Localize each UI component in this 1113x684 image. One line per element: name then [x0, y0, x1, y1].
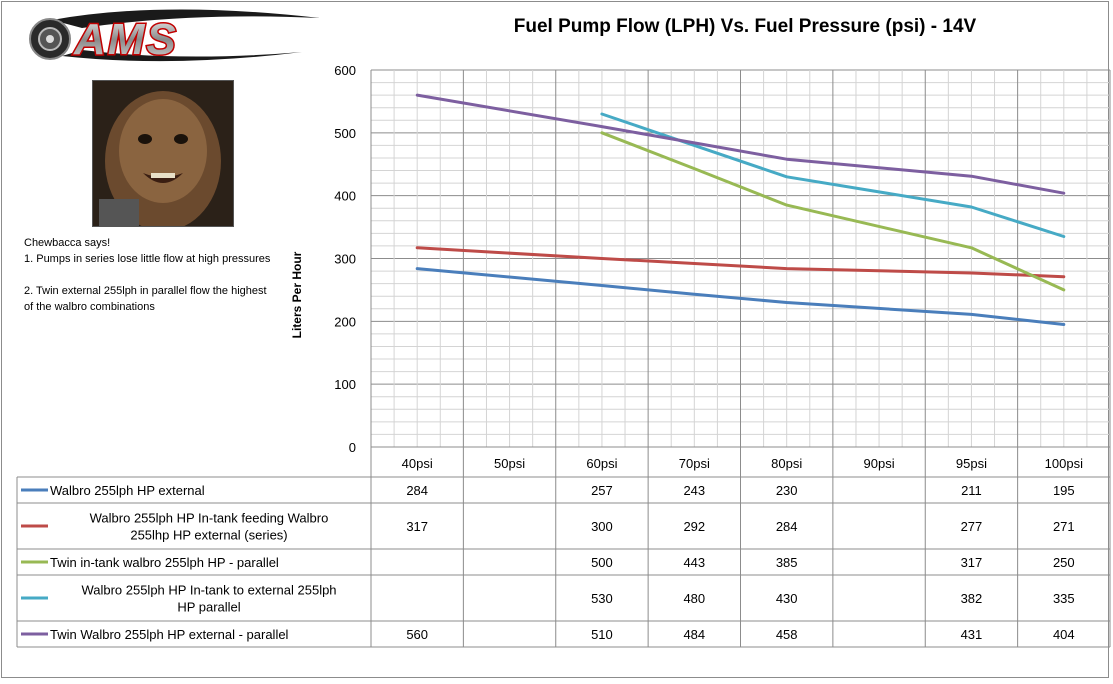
table-cell-value: 317 [406, 519, 428, 534]
x-tick-label: 100psi [1045, 456, 1083, 471]
legend-label: HP parallel [177, 600, 240, 615]
table-cell-value: 277 [961, 519, 983, 534]
table-cell-value: 292 [683, 519, 705, 534]
table-cell-value: 211 [961, 483, 982, 498]
note-line-1: 1. Pumps in series lose little flow at h… [24, 253, 271, 265]
ams-logo: AMS [29, 9, 320, 66]
y-tick-label: 300 [334, 252, 356, 267]
chewbacca-photo [92, 80, 234, 227]
note-line-2: 2. Twin external 255lph in parallel flow… [24, 285, 267, 313]
note-heading: Chewbacca says! [24, 237, 111, 249]
legend-label: Walbro 255lph HP In-tank to external 255… [81, 583, 336, 598]
table-cell-value: 530 [591, 591, 613, 606]
y-tick-label: 500 [334, 126, 356, 141]
table-cell-value: 458 [776, 627, 798, 642]
x-tick-label: 95psi [956, 456, 987, 471]
x-tick-label: 90psi [864, 456, 895, 471]
x-tick-label: 40psi [402, 456, 433, 471]
annotation-text: Chewbacca says! 1. Pumps in series lose … [24, 235, 274, 315]
table-cell-value: 300 [591, 519, 613, 534]
legend-label: Walbro 255lph HP external [50, 483, 205, 498]
table-cell-value: 500 [591, 555, 613, 570]
y-tick-label: 100 [334, 377, 356, 392]
chart-title: Fuel Pump Flow (LPH) Vs. Fuel Pressure (… [513, 16, 977, 37]
table-cell-value: 271 [1053, 519, 1075, 534]
series-line [415, 246, 1066, 279]
table-cell-value: 430 [776, 591, 798, 606]
table-cell-value: 284 [776, 519, 798, 534]
table-cell-value: 257 [591, 483, 613, 498]
series-line [415, 267, 1066, 326]
table-cell-value: 510 [591, 627, 613, 642]
table-cell-value: 335 [1053, 591, 1075, 606]
series-line [415, 93, 1066, 195]
y-tick-label: 0 [349, 440, 356, 455]
logo-text: AMS [73, 15, 178, 64]
y-tick-label: 600 [334, 63, 356, 78]
table-cell-value: 431 [961, 627, 983, 642]
table-cell-value: 195 [1053, 483, 1075, 498]
legend-label: Twin in-tank walbro 255lph HP - parallel [50, 555, 279, 570]
table-cell-value: 230 [776, 483, 798, 498]
table-cell-value: 284 [406, 483, 428, 498]
y-tick-label: 400 [334, 189, 356, 204]
x-tick-label: 70psi [679, 456, 710, 471]
legend-label: 255lhp HP external (series) [130, 528, 287, 543]
table-cell-value: 317 [961, 555, 983, 570]
x-tick-label: 80psi [771, 456, 802, 471]
y-tick-label: 200 [334, 314, 356, 329]
legend-label: Twin Walbro 255lph HP external - paralle… [50, 627, 289, 642]
table-cell-value: 480 [683, 591, 705, 606]
table-cell-value: 404 [1053, 627, 1075, 642]
x-tick-label: 60psi [586, 456, 617, 471]
table-cell-value: 484 [683, 627, 705, 642]
series-line [600, 131, 1066, 292]
table-cell-value: 385 [776, 555, 798, 570]
x-tick-label: 50psi [494, 456, 525, 471]
table-cell-value: 243 [683, 483, 705, 498]
table-cell-value: 382 [961, 591, 983, 606]
series-line [600, 112, 1066, 238]
table-cell-value: 250 [1053, 555, 1075, 570]
legend-label: Walbro 255lph HP In-tank feeding Walbro [90, 511, 329, 526]
table-cell-value: 443 [683, 555, 705, 570]
table-cell-value: 560 [406, 627, 428, 642]
